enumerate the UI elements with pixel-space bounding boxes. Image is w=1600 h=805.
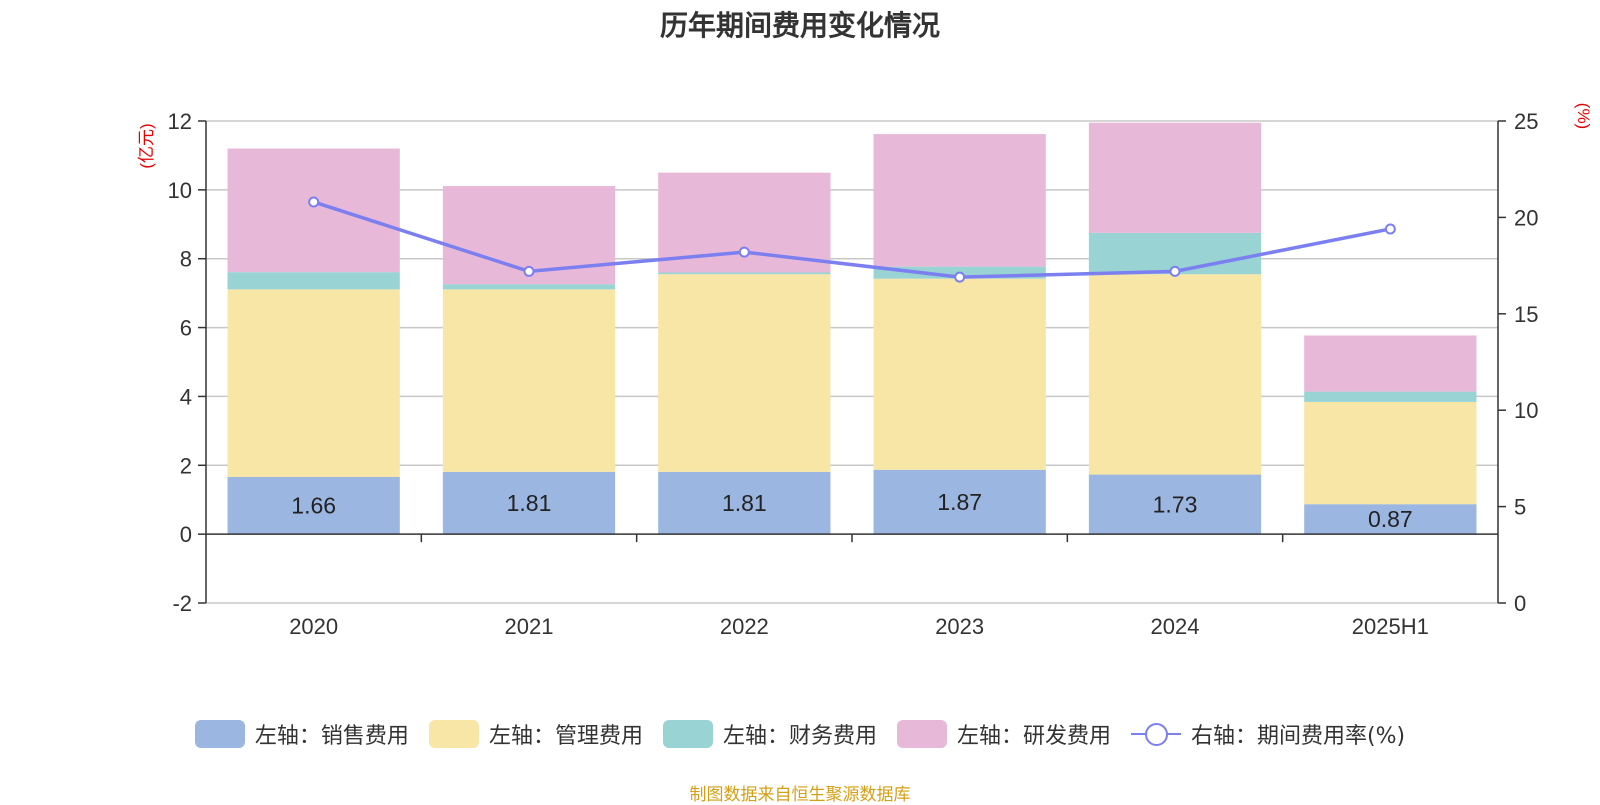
rate-point <box>738 246 750 258</box>
bar-segment <box>1088 474 1262 535</box>
rate-point <box>1384 223 1396 235</box>
left-tick-label: 6 <box>180 316 192 341</box>
x-tick-label: 2024 <box>1151 614 1200 639</box>
source-note: 制图数据来自恒生聚源数据库 <box>689 785 911 805</box>
bar-segment <box>227 272 400 290</box>
chart-canvas: -2 0 2 4 6 8 10 12 0 5 10 15 20 25 2020 2021 2022 2023 202… <box>137 103 1593 639</box>
bar-value-label: 1.66 <box>291 493 336 519</box>
rate-point <box>1169 265 1181 277</box>
bar-value-label: 1.73 <box>1153 491 1198 517</box>
legend-swatch <box>194 720 245 748</box>
bar-segment <box>873 469 1046 535</box>
right-tick-label: 0 <box>1514 591 1526 616</box>
bar-segment <box>1304 391 1477 402</box>
legend-item[interactable]: 右轴：期间费用率(%) <box>1130 718 1406 750</box>
bar-value-label: 0.87 <box>1368 506 1413 532</box>
left-tick-label: 12 <box>168 109 192 134</box>
bar-segment <box>1304 504 1477 535</box>
legend-line-marker <box>1130 720 1181 748</box>
x-tick-label: 2021 <box>505 614 554 639</box>
left-tick-label: 2 <box>180 453 192 478</box>
bar-segment <box>1304 335 1477 392</box>
left-tick-label: 4 <box>180 384 192 409</box>
rate-point <box>523 265 535 277</box>
bar-segment <box>442 289 616 472</box>
rate-point <box>954 271 966 283</box>
legend-label: 左轴：财务费用 <box>722 724 877 749</box>
legend-swatch <box>896 720 947 748</box>
legend-label: 左轴：管理费用 <box>488 724 643 749</box>
legend-item[interactable]: 左轴：管理费用 <box>428 718 643 750</box>
axes: -2 0 2 4 6 8 10 12 0 5 10 15 20 25 2020 2021 2022 2023 202… <box>168 109 1539 639</box>
bar-segment <box>1304 401 1477 505</box>
right-axis-label: (%) <box>1574 103 1593 129</box>
legend-item[interactable]: 左轴：销售费用 <box>194 718 409 750</box>
bar-value-label: 1.81 <box>722 490 767 516</box>
bar-segment <box>442 284 616 290</box>
left-tick-label: 0 <box>180 522 192 547</box>
bar-series <box>227 122 1477 535</box>
right-tick-label: 5 <box>1514 495 1526 520</box>
right-tick-label: 25 <box>1514 109 1538 134</box>
rate-line <box>313 200 1391 279</box>
legend-label: 右轴：期间费用率(%) <box>1190 724 1406 749</box>
x-tick-label: 2020 <box>289 614 338 639</box>
legend-swatch <box>662 720 713 748</box>
left-axis-label: (亿元) <box>137 123 156 168</box>
bar-segment <box>873 134 1046 267</box>
x-tick-label: 2025H1 <box>1352 614 1429 639</box>
bar-segment <box>442 471 616 535</box>
bar-segment <box>658 272 831 275</box>
line-series <box>308 196 1396 283</box>
legend: 左轴：销售费用 左轴：管理费用 左轴：财务费用 左轴：研发费用 右轴：期间费用率(%) <box>0 718 1600 750</box>
x-tick-label: 2022 <box>720 614 769 639</box>
chart-title: 历年期间费用变化情况 <box>659 9 940 42</box>
rate-point <box>308 196 320 208</box>
grid-lines <box>206 120 1498 604</box>
right-tick-label: 20 <box>1514 205 1538 230</box>
bar-segment <box>658 471 831 535</box>
right-tick-label: 15 <box>1514 302 1538 327</box>
bar-segment <box>227 148 400 273</box>
left-tick-label: 8 <box>180 247 192 272</box>
data-labels: 1.66 1.81 1.81 1.87 1.73 0.87 <box>291 489 1412 532</box>
bar-segment <box>227 289 400 477</box>
bar-segment <box>658 274 831 472</box>
legend-item[interactable]: 左轴：财务费用 <box>662 718 877 750</box>
bar-segment <box>1088 122 1262 233</box>
bar-segment <box>1088 274 1262 475</box>
legend-label: 左轴：销售费用 <box>254 724 409 749</box>
left-tick-label: 10 <box>168 178 192 203</box>
bar-value-label: 1.81 <box>507 490 552 516</box>
x-tick-label: 2023 <box>935 614 984 639</box>
bar-segment <box>873 278 1046 470</box>
bar-value-label: 1.87 <box>937 489 982 515</box>
bar-segment <box>227 476 400 535</box>
legend-item[interactable]: 左轴：研发费用 <box>896 718 1111 750</box>
left-tick-label: -2 <box>172 591 192 616</box>
legend-swatch <box>428 720 479 748</box>
right-tick-label: 10 <box>1514 398 1538 423</box>
legend-label: 左轴：研发费用 <box>956 724 1111 749</box>
